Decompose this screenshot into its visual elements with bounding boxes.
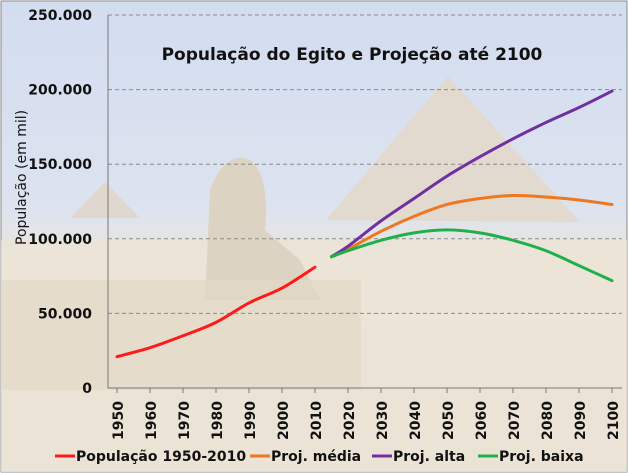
series-line-2 (330, 89, 614, 259)
x-tick-label: 2040 (408, 401, 424, 440)
x-tick-label: 2000 (276, 401, 292, 440)
x-tick-label: 1950 (111, 401, 127, 440)
sphinx (205, 158, 320, 300)
gridlines (108, 14, 622, 314)
series-line-1 (330, 193, 614, 259)
x-tick-label: 2080 (540, 401, 556, 440)
x-tick-labels: 1950 1960 1970 1980 1990 2000 2010 2020 2030 2040… (111, 401, 622, 440)
x-tick-label: 2100 (606, 401, 622, 440)
legend: População 1950-2010 Proj. média Proj. alta… (55, 449, 584, 465)
legend-label: Proj. média (271, 449, 361, 465)
legend-item: Proj. baixa (478, 449, 584, 465)
y-tick-label: 0 (82, 381, 92, 397)
y-tick-label: 50.000 (38, 306, 92, 322)
y-tick-label: 200.000 (28, 83, 92, 99)
legend-label: Proj. baixa (499, 449, 584, 465)
legend-item: Proj. média (250, 449, 361, 465)
legend-item: Proj. alta (372, 449, 465, 465)
y-tick-labels: 0 50.000 100.000 150.000 200.000 250.000 (28, 8, 92, 397)
y-tick-label: 100.000 (28, 232, 92, 248)
series-line-0 (115, 265, 317, 359)
legend-item: População 1950-2010 (55, 449, 246, 465)
x-tick-label: 2020 (342, 401, 358, 440)
x-tick-label: 1980 (210, 401, 226, 440)
legend-label: Proj. alta (393, 449, 465, 465)
x-tick-label: 2070 (507, 401, 523, 440)
legend-label: População 1950-2010 (76, 449, 246, 465)
y-tick-label: 250.000 (28, 8, 92, 24)
pyramid-large (326, 76, 580, 222)
pyramid-small (70, 182, 140, 218)
x-tick-label: 1990 (243, 401, 259, 440)
y-axis-label: População (em mil) (14, 110, 30, 245)
x-tick-label: 2090 (573, 401, 589, 440)
x-tick-label: 2030 (375, 401, 391, 440)
y-tick-label: 150.000 (28, 157, 92, 173)
x-tick-label: 1970 (177, 401, 193, 440)
series-lines (115, 89, 614, 359)
chart-title: População do Egito e Projeção até 2100 (162, 45, 543, 65)
x-tick-label: 2060 (474, 401, 490, 440)
series-line-3 (330, 228, 614, 283)
x-tick-label: 2050 (441, 401, 457, 440)
x-tick-label: 1960 (144, 401, 160, 440)
x-tick-label: 2010 (309, 401, 325, 440)
axes (107, 15, 622, 393)
